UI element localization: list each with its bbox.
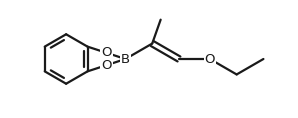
Text: B: B [121,53,130,65]
Text: O: O [205,53,215,65]
Text: O: O [101,46,112,59]
Text: O: O [101,59,112,72]
